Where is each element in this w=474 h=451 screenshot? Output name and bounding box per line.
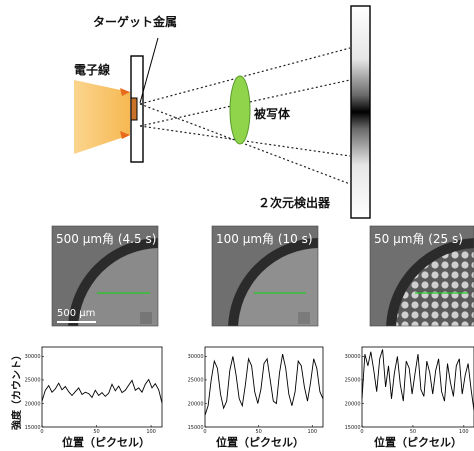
beam-arrow-top-icon	[120, 88, 130, 96]
x-tick-label: 100	[146, 429, 156, 435]
panel-title: 500 μm角 (4.5 s)	[56, 232, 156, 246]
x-tick-label: 0	[360, 429, 363, 435]
y-tick-label: 30000	[188, 354, 204, 360]
scale-bar-label: 500 μm	[57, 308, 95, 319]
y-tick-label: 15000	[188, 425, 204, 431]
image-panel-50um: 50 μm角 (25 s)	[369, 225, 474, 327]
electron-beam	[74, 80, 130, 154]
xray-schematic: ターゲット金属 電子線 被写体 ２次元検出器	[74, 5, 371, 219]
panel-title: 100 μm角 (10 s)	[216, 232, 313, 246]
x-tick-label: 0	[40, 429, 43, 435]
intensity-plots: 強度（カウント） 15000 20000 25000 30000 0 50 100 1500…	[10, 346, 474, 449]
y-tick-label: 30000	[25, 354, 41, 360]
x-tick-label: 100	[307, 429, 317, 435]
image-panel-100um: 100 μm角 (10 s)	[211, 225, 319, 327]
intensity-plot-50um: 15000 20000 25000 30000 0 50 100	[345, 346, 474, 435]
y-tick-label: 30000	[345, 354, 361, 360]
plot-ylabel: 強度（カウント）	[10, 350, 23, 430]
target-metal	[130, 97, 138, 121]
plot-frame	[204, 346, 324, 428]
x-tick-label: 50	[410, 429, 416, 435]
plot-xlabel: 位置（ピクセル）	[62, 435, 150, 449]
y-tick-label: 25000	[188, 378, 204, 384]
beam-arrow-bottom-icon	[120, 131, 130, 139]
y-tick-label: 20000	[25, 401, 41, 407]
x-tick-label: 100	[459, 429, 469, 435]
detector-2d	[350, 5, 371, 219]
y-tick-label: 20000	[345, 401, 361, 407]
detector-label: ２次元検出器	[258, 195, 331, 210]
intensity-plot-100um: 15000 20000 25000 30000 0 50 100	[188, 346, 324, 435]
plot-xlabel: 位置（ピクセル）	[216, 435, 304, 449]
y-tick-label: 25000	[25, 378, 41, 384]
electron-beam-label: 電子線	[74, 62, 110, 77]
object-label: 被写体	[254, 106, 291, 121]
intensity-series-line	[204, 354, 324, 416]
x-tick-label: 50	[255, 429, 261, 435]
x-tick-label: 0	[203, 429, 206, 435]
image-panel-500um: 500 μm角 (4.5 s) 500 μm	[51, 225, 159, 327]
y-tick-label: 15000	[345, 425, 361, 431]
intensity-plot-500um: 15000 20000 25000 30000 0 50 100	[25, 346, 163, 435]
y-tick-label: 25000	[345, 378, 361, 384]
plot-frame	[361, 346, 474, 428]
intensity-series-line	[41, 378, 163, 404]
y-tick-label: 20000	[188, 401, 204, 407]
plot-xlabel: 位置（ピクセル）	[374, 435, 462, 449]
object-ellipse	[229, 75, 251, 145]
intensity-series-line	[361, 349, 474, 411]
x-tick-label: 50	[93, 429, 99, 435]
plot-frame	[41, 346, 163, 428]
target-leader-line	[139, 37, 159, 104]
panel-title: 50 μm角 (25 s)	[374, 232, 463, 246]
target-metal-label: ターゲット金属	[93, 14, 177, 29]
y-tick-label: 15000	[25, 425, 41, 431]
xray-rays	[139, 47, 351, 185]
